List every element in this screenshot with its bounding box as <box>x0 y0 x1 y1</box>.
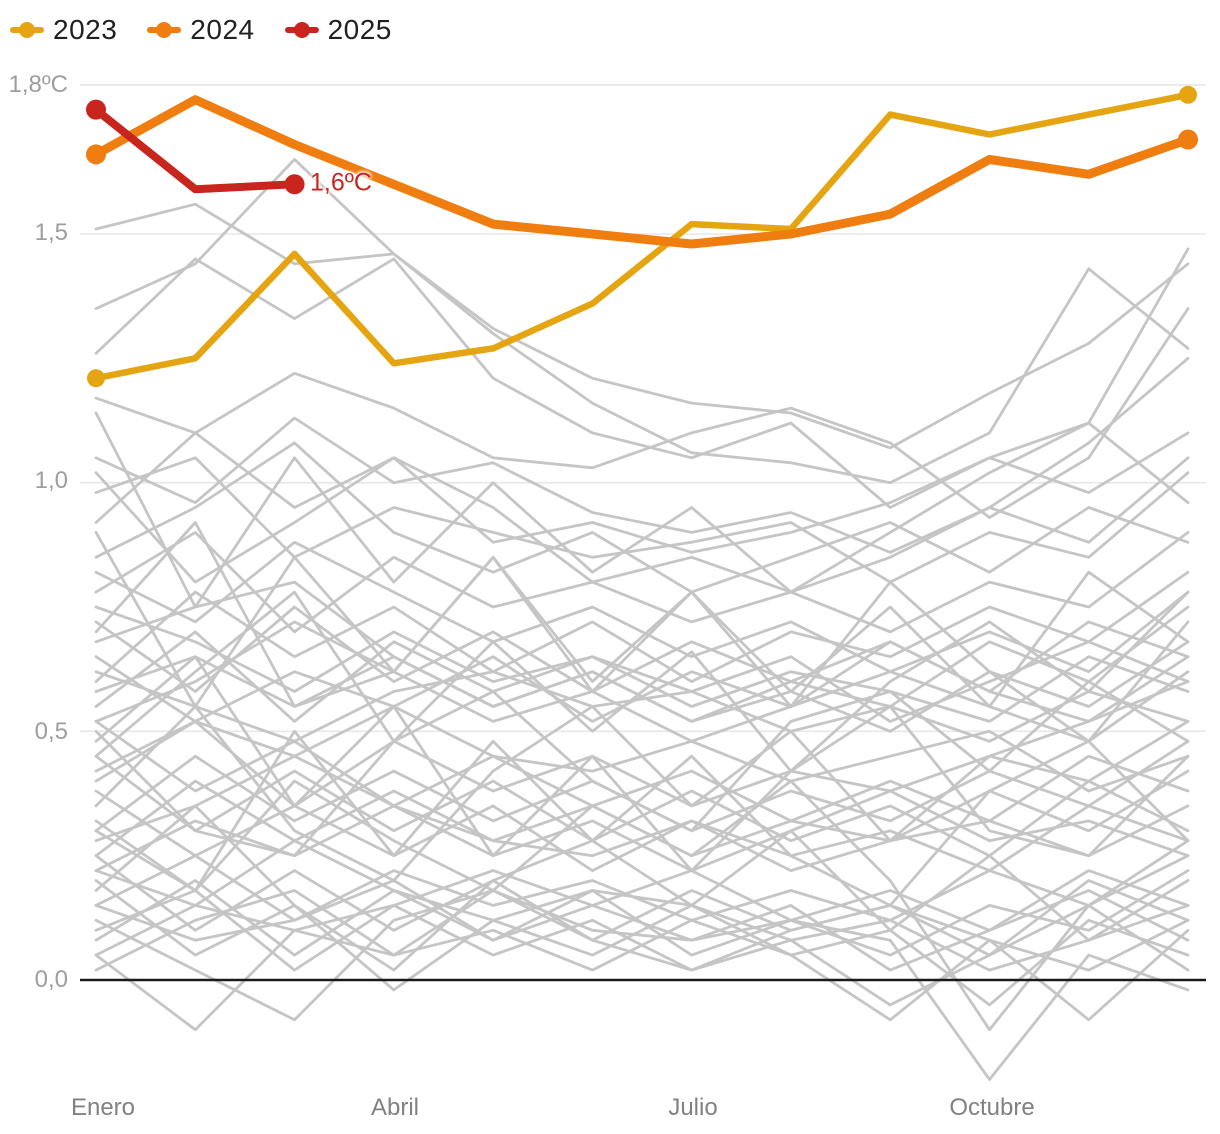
y-axis-label-1-5: 1,5 <box>34 219 68 246</box>
y-axis-label-0-0: 0,0 <box>34 966 68 993</box>
series-2023 <box>87 85 1197 388</box>
annotation-1-6c: 1,6ºC <box>310 168 372 197</box>
x-axis-label-abril: Abril <box>370 1094 420 1121</box>
series-2024-endpoint-dot <box>86 144 106 165</box>
chart-legend: 2023 2024 2025 <box>10 14 392 46</box>
line-dot-marker-icon <box>10 22 44 38</box>
series-2024 <box>86 95 1198 249</box>
line-dot-marker-icon <box>147 22 182 38</box>
legend-item-2025: 2025 <box>284 14 392 46</box>
series-2025-endpoint-dot <box>86 99 106 120</box>
series-2025 <box>86 99 305 195</box>
legend-label-2023: 2023 <box>53 14 118 45</box>
legend-item-2023: 2023 <box>10 14 117 46</box>
y-axis-label-0-5: 0,5 <box>34 718 68 745</box>
legend-label-2025: 2025 <box>327 14 392 45</box>
background-year-lines <box>94 157 1190 1081</box>
x-axis-label-octubre: Octubre <box>949 1094 1035 1121</box>
y-axis-label-1-8: 1,8ºC <box>8 71 68 98</box>
series-2025-endpoint-dot <box>284 174 305 195</box>
legend-label-2024: 2024 <box>190 14 255 45</box>
legend-item-2024: 2024 <box>147 14 254 46</box>
x-axis-label-julio: Julio <box>668 1094 718 1121</box>
series-2023-endpoint-dot <box>1179 85 1197 104</box>
series-2023-endpoint-dot <box>87 369 105 388</box>
line-dot-marker-icon <box>284 22 319 38</box>
y-axis-label-1-0: 1,0 <box>34 467 68 494</box>
series-2024-endpoint-dot <box>1178 129 1198 150</box>
x-axis-label-enero: Enero <box>70 1094 136 1121</box>
